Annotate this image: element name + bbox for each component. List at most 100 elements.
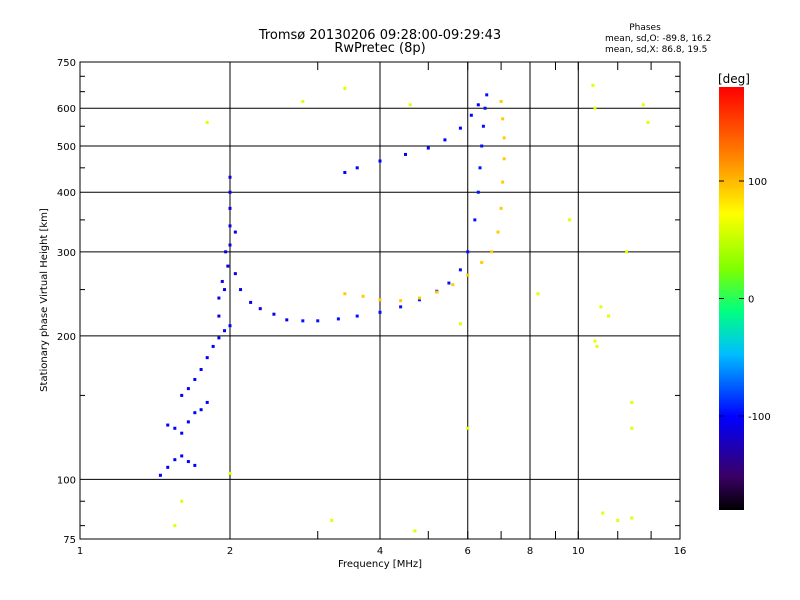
data-point xyxy=(625,250,629,254)
data-point xyxy=(480,144,484,148)
data-point xyxy=(224,250,228,254)
data-points xyxy=(158,83,650,533)
y-tick-label: 500 xyxy=(57,142,76,153)
data-point xyxy=(483,106,487,110)
data-point xyxy=(476,103,480,107)
data-point xyxy=(403,152,407,156)
data-point xyxy=(336,317,340,321)
data-point xyxy=(239,288,243,292)
data-point xyxy=(301,99,305,103)
data-point xyxy=(343,292,347,296)
data-point xyxy=(591,83,595,87)
axis-ticks: 1 2 4 6 8 10 16 75 100 200 300 400 500 600 750 xyxy=(57,58,686,557)
y-tick-label: 400 xyxy=(57,188,76,199)
data-point xyxy=(301,319,305,323)
data-point xyxy=(607,314,611,318)
data-point xyxy=(226,264,230,268)
data-point xyxy=(272,312,276,316)
data-point xyxy=(355,166,359,170)
data-point xyxy=(466,426,470,430)
data-point xyxy=(228,175,232,179)
data-point xyxy=(593,339,597,343)
data-point xyxy=(458,126,462,130)
data-point xyxy=(646,121,650,125)
data-point xyxy=(378,159,382,163)
data-point xyxy=(228,243,232,247)
data-point xyxy=(258,307,262,311)
data-point xyxy=(223,288,227,292)
x-tick-label: 2 xyxy=(227,546,233,557)
data-point xyxy=(228,224,232,228)
data-point xyxy=(233,272,237,276)
data-point xyxy=(466,250,470,254)
data-point xyxy=(199,367,203,371)
x-tick-label: 4 xyxy=(377,546,383,557)
data-point xyxy=(476,190,480,194)
data-point xyxy=(469,113,473,117)
chart-subtitle: RwPretec (8p) xyxy=(334,41,425,56)
data-point xyxy=(480,260,484,264)
data-point xyxy=(228,206,232,210)
data-point xyxy=(443,138,447,142)
data-point xyxy=(567,218,571,222)
x-tick-label: 6 xyxy=(465,546,471,557)
data-point xyxy=(217,296,221,300)
x-tick-label: 10 xyxy=(572,546,585,557)
data-point xyxy=(186,387,190,391)
data-point xyxy=(490,250,494,254)
data-point xyxy=(641,103,645,107)
data-point xyxy=(285,318,289,322)
chart-title: Tromsø 20130206 09:28:00-09:29:43 xyxy=(258,28,501,43)
data-point xyxy=(193,463,197,467)
data-point xyxy=(228,190,232,194)
data-point xyxy=(378,298,382,302)
data-point xyxy=(399,305,403,309)
data-point xyxy=(173,458,177,462)
data-point xyxy=(417,298,421,302)
data-point xyxy=(478,166,482,170)
y-tick-label: 600 xyxy=(57,104,76,115)
data-point xyxy=(499,99,503,103)
x-axis-label: Frequency [MHz] xyxy=(338,559,422,570)
data-point xyxy=(166,423,170,427)
data-point xyxy=(630,400,634,404)
stats-o-mode: mean, sd,O: -89.8, 16.2 xyxy=(605,34,711,44)
data-point xyxy=(451,283,455,287)
y-tick-label: 100 xyxy=(57,475,76,486)
y-tick-label: 200 xyxy=(57,332,76,343)
data-point xyxy=(417,296,421,300)
colorbar-tick-label: -100 xyxy=(748,412,771,423)
data-point xyxy=(447,281,451,285)
data-point xyxy=(499,206,503,210)
data-point xyxy=(228,471,232,475)
y-tick-label: 300 xyxy=(57,248,76,259)
data-point xyxy=(413,529,417,533)
data-point xyxy=(205,121,209,125)
data-point xyxy=(186,460,190,464)
data-point xyxy=(220,279,224,283)
data-point xyxy=(180,499,184,503)
data-point xyxy=(466,273,470,277)
data-point xyxy=(330,519,334,523)
stats-x-mode: mean, sd,X: 86.8, 19.5 xyxy=(605,45,707,55)
data-point xyxy=(378,310,382,314)
data-point xyxy=(233,230,237,234)
data-point xyxy=(355,314,359,318)
data-point xyxy=(502,157,506,161)
data-point xyxy=(166,465,170,469)
data-point xyxy=(536,292,540,296)
data-point xyxy=(158,473,162,477)
data-point xyxy=(595,344,599,348)
data-point xyxy=(399,299,403,303)
data-point xyxy=(501,117,505,121)
data-point xyxy=(249,300,253,304)
data-point xyxy=(205,356,209,360)
data-point xyxy=(223,329,227,333)
data-point xyxy=(193,377,197,381)
data-point xyxy=(186,420,190,424)
data-point xyxy=(473,218,477,222)
data-point xyxy=(180,431,184,435)
x-tick-label: 16 xyxy=(674,546,687,557)
colorbar-tick-label: 100 xyxy=(748,177,767,188)
